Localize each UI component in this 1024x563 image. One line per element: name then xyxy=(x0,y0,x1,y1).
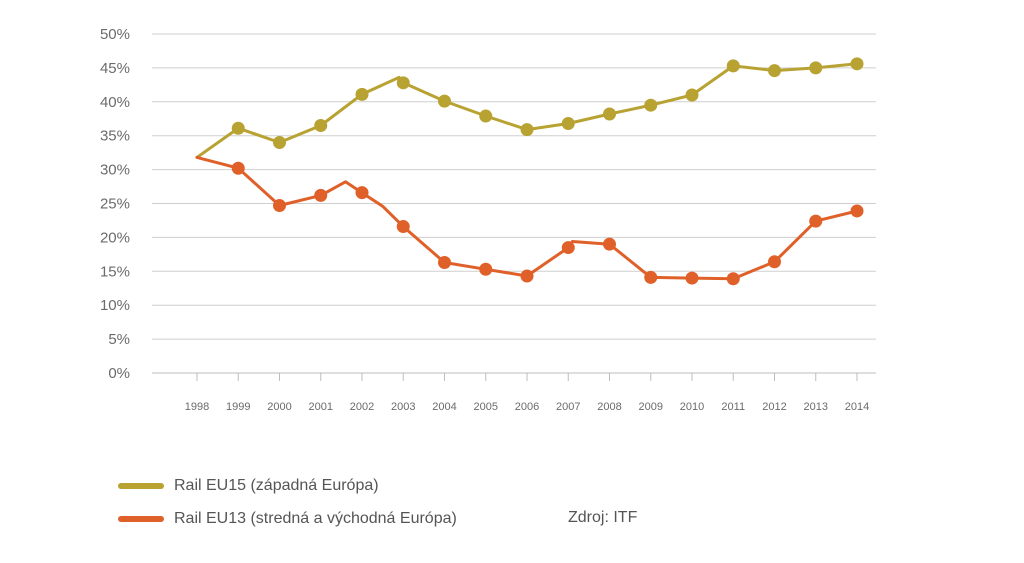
legend-label-eu13: Rail EU13 (stredná a východná Európa) xyxy=(174,510,457,527)
x-tick-label: 2009 xyxy=(639,401,663,413)
x-tick-label: 2007 xyxy=(556,401,580,413)
data-point xyxy=(809,214,823,228)
x-tick-label: 2004 xyxy=(432,401,456,413)
data-point xyxy=(850,204,864,218)
legend-item-eu13: Rail EU13 (stredná a východná Európa) xyxy=(118,510,457,528)
data-point xyxy=(438,255,451,269)
y-tick-label: 50% xyxy=(100,26,130,43)
data-point xyxy=(396,76,410,90)
data-point xyxy=(520,123,534,137)
data-point xyxy=(726,59,740,73)
y-tick-label: 20% xyxy=(100,229,130,246)
x-tick-label: 2006 xyxy=(515,401,539,413)
data-point xyxy=(355,87,369,101)
x-tick-label: 2012 xyxy=(762,401,786,413)
data-point xyxy=(768,255,781,269)
data-point xyxy=(479,262,493,276)
y-tick-label: 0% xyxy=(108,365,130,382)
data-point xyxy=(644,98,658,112)
data-point xyxy=(396,220,410,234)
x-tick-label: 2011 xyxy=(721,401,745,413)
y-axis-ticks: 0% 5% 10% 15% 20% 25% 30% 35% 40% 45% 50% xyxy=(100,26,130,382)
x-tick-label: 2010 xyxy=(680,401,704,413)
x-tick-label: 2008 xyxy=(597,401,621,413)
y-tick-label: 40% xyxy=(100,94,130,111)
data-point xyxy=(726,272,740,286)
series-line-1 xyxy=(195,62,859,159)
data-point xyxy=(561,116,575,130)
data-point xyxy=(603,237,616,251)
x-tick-label: 2014 xyxy=(845,401,869,413)
line-chart: 0% 5% 10% 15% 20% 25% 30% 35% 40% 45% 50% 1998 1999… xyxy=(100,26,876,413)
data-point xyxy=(231,121,245,135)
source-note: Zdroj: ITF xyxy=(568,509,638,526)
data-point xyxy=(314,188,328,202)
y-tick-label: 5% xyxy=(108,331,130,348)
x-tick-label: 1999 xyxy=(226,401,250,413)
y-tick-label: 30% xyxy=(100,162,130,179)
data-point xyxy=(768,64,781,78)
y-tick-label: 35% xyxy=(100,128,130,145)
x-axis-ticks: 1998 1999 2000 2001 2002 2003 2004 2005 2006 2007… xyxy=(185,373,869,413)
data-point xyxy=(603,107,616,121)
x-tick-label: 2002 xyxy=(350,401,374,413)
data-point xyxy=(809,61,823,75)
x-tick-label: 2005 xyxy=(474,401,498,413)
y-tick-label: 25% xyxy=(100,196,130,213)
series-layer xyxy=(195,57,864,286)
y-tick-label: 45% xyxy=(100,60,130,77)
data-point xyxy=(231,161,245,175)
x-tick-label: 1998 xyxy=(185,401,209,413)
data-point xyxy=(438,94,451,108)
data-point xyxy=(850,57,864,71)
legend-label-eu15: Rail EU15 (západná Európa) xyxy=(174,477,379,494)
data-point xyxy=(685,88,699,102)
data-point xyxy=(644,270,658,284)
data-point xyxy=(273,199,286,213)
data-point xyxy=(561,241,575,255)
legend-item-eu15: Rail EU15 (západná Európa) xyxy=(118,477,379,495)
y-tick-label: 15% xyxy=(100,263,130,280)
series-line-2 xyxy=(195,155,859,281)
data-point xyxy=(314,119,328,133)
data-point xyxy=(479,109,493,123)
data-point xyxy=(685,271,699,285)
legend-swatch-eu13 xyxy=(118,516,164,522)
y-tick-label: 10% xyxy=(100,297,130,314)
data-point xyxy=(520,269,534,283)
data-point xyxy=(355,186,369,200)
x-tick-label: 2000 xyxy=(267,401,291,413)
data-point xyxy=(273,135,286,149)
x-tick-label: 2003 xyxy=(391,401,415,413)
gridlines xyxy=(152,33,876,374)
legend-swatch-eu15 xyxy=(118,483,164,489)
x-tick-label: 2001 xyxy=(309,401,333,413)
x-tick-label: 2013 xyxy=(804,401,828,413)
